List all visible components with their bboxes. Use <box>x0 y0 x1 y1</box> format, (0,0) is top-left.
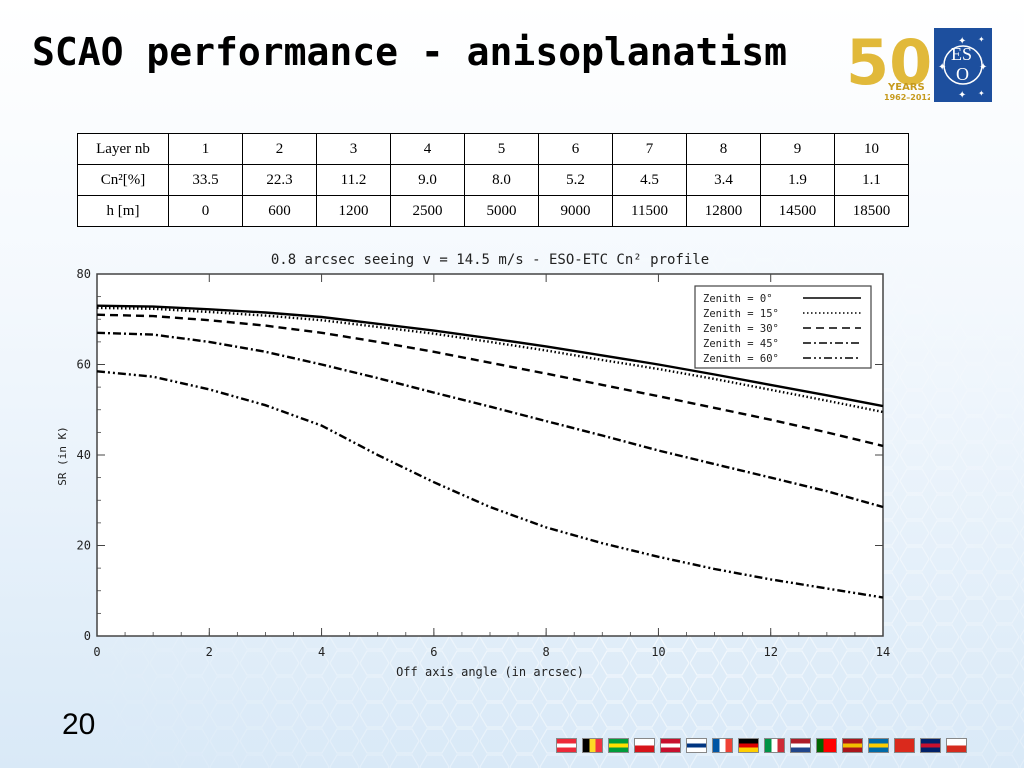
series-line-1 <box>96 306 884 414</box>
table-cell: 1200 <box>316 195 391 227</box>
legend-label: Zenith = 45° <box>703 338 779 350</box>
flag-czech-icon <box>634 738 655 753</box>
flag-belgium-icon <box>582 738 603 753</box>
eso-logo: ES O ✦ ✦ ✦ ✦ ✦ ✦ <box>934 28 992 102</box>
page-number: 20 <box>62 708 96 741</box>
series-line-3 <box>96 331 884 509</box>
table-cell: 3.4 <box>686 164 761 196</box>
flag-italy-icon <box>764 738 785 753</box>
flag-portugal-icon <box>816 738 837 753</box>
turbulence-layer-table: Layer nb 1 2 3 4 5 6 7 8 9 10 Cn²[%] 33.… <box>77 133 909 227</box>
strehl-ratio-chart: 0.8 arcsec seeing v = 14.5 m/s - ESO-ETC… <box>56 252 890 679</box>
table-row-label: Layer nb <box>77 133 169 165</box>
table-cell: 600 <box>242 195 317 227</box>
table-cell: 33.5 <box>168 164 243 196</box>
eso-logo-text-o: O <box>956 64 969 84</box>
table-cell: 9000 <box>538 195 613 227</box>
legend-label: Zenith = 15° <box>703 308 779 320</box>
table-cell: 4.5 <box>612 164 687 196</box>
x-tick-label: 8 <box>543 645 550 659</box>
chart-title: 0.8 arcsec seeing v = 14.5 m/s - ESO-ETC… <box>271 252 709 268</box>
flag-france-icon <box>712 738 733 753</box>
table-cell: 5000 <box>464 195 539 227</box>
slide-title: SCAO performance - anisoplanatism <box>32 30 787 74</box>
table-cell: 1.9 <box>760 164 835 196</box>
table-cell: 5.2 <box>538 164 613 196</box>
table-cell: 18500 <box>834 195 909 227</box>
star-icon: ✦ <box>978 35 985 44</box>
table-cell: 3 <box>316 133 391 165</box>
logo-years: YEARS <box>887 82 925 93</box>
star-icon: ✦ <box>958 90 966 101</box>
star-icon: ✦ <box>938 62 946 73</box>
x-axis-label: Off axis angle (in arcsec) <box>396 665 584 679</box>
flag-chile-icon <box>946 738 967 753</box>
flag-finland-icon <box>686 738 707 753</box>
table-cell: 11.2 <box>316 164 391 196</box>
table-cell: 12800 <box>686 195 761 227</box>
table-cell: 1.1 <box>834 164 909 196</box>
table-cell: 6 <box>538 133 613 165</box>
y-tick-label: 40 <box>77 448 91 462</box>
table-cell: 11500 <box>612 195 687 227</box>
flag-switzerland-icon <box>894 738 915 753</box>
flag-sweden-icon <box>868 738 889 753</box>
series-line-2 <box>96 313 884 448</box>
member-flags <box>556 738 967 753</box>
table-cell: 14500 <box>760 195 835 227</box>
flag-germany-icon <box>738 738 759 753</box>
logo-fifty: 50 <box>846 26 930 99</box>
table-cell: 9 <box>760 133 835 165</box>
table-cell: 9.0 <box>390 164 465 196</box>
x-tick-label: 2 <box>206 645 213 659</box>
table-cell: 10 <box>834 133 909 165</box>
table-cell: 22.3 <box>242 164 317 196</box>
legend-box <box>694 285 872 369</box>
star-icon: ✦ <box>958 36 966 47</box>
x-tick-label: 4 <box>318 645 325 659</box>
series-line-4 <box>96 370 884 599</box>
table-row: Layer nb 1 2 3 4 5 6 7 8 9 10 <box>77 133 909 165</box>
table-cell: 1 <box>168 133 243 165</box>
flag-spain-icon <box>842 738 863 753</box>
x-tick-label: 6 <box>430 645 437 659</box>
eso-logo-text-es: ES <box>951 44 972 64</box>
flag-netherlands-icon <box>790 738 811 753</box>
flag-austria-icon <box>556 738 577 753</box>
y-tick-label: 80 <box>77 267 91 281</box>
x-tick-label: 0 <box>93 645 100 659</box>
table-row-label: Cn²[%] <box>77 164 169 196</box>
x-tick-label: 10 <box>651 645 665 659</box>
table-cell: 5 <box>464 133 539 165</box>
table-row: Cn²[%] 33.5 22.3 11.2 9.0 8.0 5.2 4.5 3.… <box>77 164 909 196</box>
y-tick-label: 0 <box>84 629 91 643</box>
flag-denmark-icon <box>660 738 681 753</box>
table-cell: 8.0 <box>464 164 539 196</box>
table-cell: 2 <box>242 133 317 165</box>
table-cell: 7 <box>612 133 687 165</box>
y-tick-label: 60 <box>77 358 91 372</box>
table-row-label: h [m] <box>77 195 169 227</box>
eso-50-years-logo: 50 YEARS 1962–2012 <box>846 26 930 102</box>
star-icon: ✦ <box>978 89 985 98</box>
x-tick-label: 14 <box>876 645 890 659</box>
table-cell: 2500 <box>390 195 465 227</box>
x-tick-label: 12 <box>763 645 777 659</box>
table-row: h [m] 0 600 1200 2500 5000 9000 11500 12… <box>77 195 909 227</box>
logo-date-range: 1962–2012 <box>884 93 930 102</box>
legend-label: Zenith = 0° <box>703 293 773 305</box>
legend-label: Zenith = 30° <box>703 323 779 335</box>
star-icon: ✦ <box>979 62 987 73</box>
flag-brazil-icon <box>608 738 629 753</box>
y-tick-label: 20 <box>77 539 91 553</box>
table-cell: 4 <box>390 133 465 165</box>
flag-uk-icon <box>920 738 941 753</box>
table-cell: 8 <box>686 133 761 165</box>
table-cell: 0 <box>168 195 243 227</box>
y-axis-label: SR (in K) <box>56 426 69 486</box>
series-line-0 <box>96 304 884 408</box>
legend-label: Zenith = 60° <box>703 353 779 365</box>
